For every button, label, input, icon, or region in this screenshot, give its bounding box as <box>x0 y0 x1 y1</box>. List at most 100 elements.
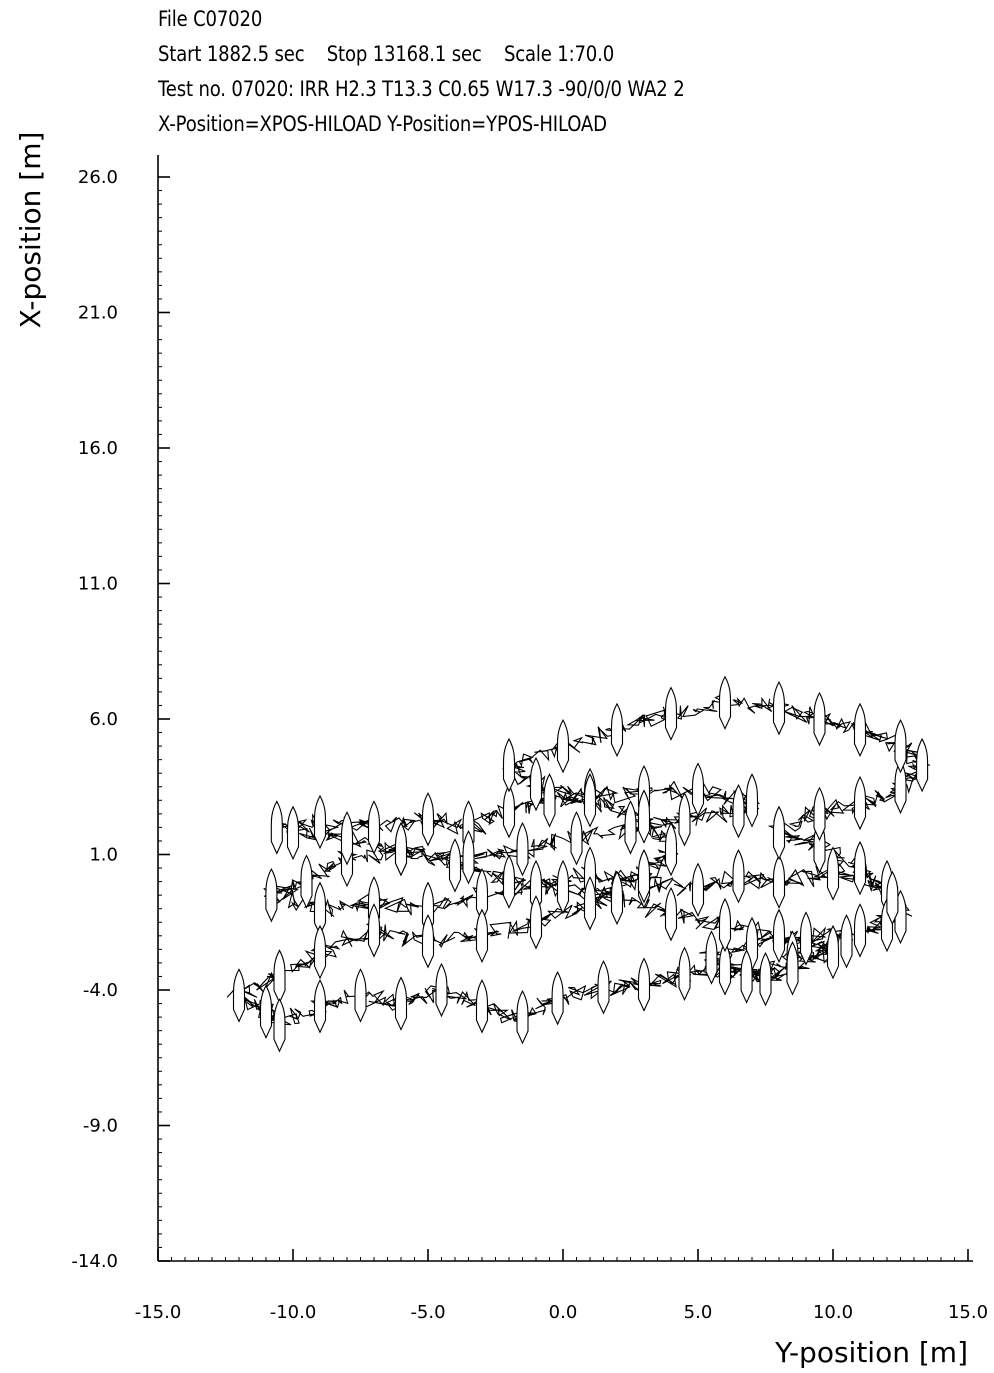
vessel-marker <box>732 849 745 904</box>
vessel-marker <box>718 675 732 731</box>
vessel-marker <box>853 840 867 896</box>
vessel-marker <box>516 989 529 1045</box>
y-tick-label: 6.0 <box>89 709 118 730</box>
vessel-marker <box>786 941 799 996</box>
trajectory-line <box>226 693 931 1032</box>
vessel-marker <box>718 941 732 996</box>
vessel-marker <box>583 773 597 828</box>
vessel-marker <box>475 908 489 964</box>
file-title: File C07020 <box>158 7 263 31</box>
vessel-marker <box>551 970 564 1026</box>
vessel-marker <box>840 914 853 969</box>
x-tick-label: 0.0 <box>549 1302 578 1323</box>
vessel-marker <box>583 876 597 931</box>
vessel-marker <box>637 789 651 844</box>
vessel-marker <box>502 783 516 839</box>
x-tick-label: 15.0 <box>948 1302 988 1323</box>
y-tick-label: -14.0 <box>71 1251 118 1272</box>
vessel-marker <box>664 886 678 942</box>
vessel-marker <box>664 686 678 741</box>
vessel-marker <box>894 759 907 815</box>
vessel-marker <box>826 924 840 980</box>
vessel-marker <box>759 952 772 1007</box>
vessel-marker <box>313 979 327 1034</box>
vessel-marker <box>826 846 840 901</box>
vessel-marker <box>270 800 283 855</box>
major-ticks: -15.0 -10.0 -5.0 0.0 5.0 10.0 15.0 -14.0 -9.0 -4.… <box>71 167 988 1323</box>
vessel-marker <box>259 984 273 1040</box>
vessel-marker <box>313 924 327 980</box>
vessel-marker <box>732 783 745 839</box>
vessel-marker <box>340 811 354 866</box>
vessel-marker <box>894 718 907 774</box>
vessel-marker <box>570 811 583 866</box>
y-tick-label: -9.0 <box>83 1116 118 1137</box>
test-info: Test no. 07020: IRR H2.3 T13.3 C0.65 W17… <box>158 77 685 101</box>
x-tick-label: 10.0 <box>813 1302 853 1323</box>
vessel-marker <box>367 800 381 855</box>
vessel-marker <box>502 737 516 793</box>
vessel-marker <box>232 968 246 1023</box>
x-tick-label: -15.0 <box>135 1302 182 1323</box>
vessel-marker <box>853 775 867 831</box>
y-tick-label: 1.0 <box>89 845 118 866</box>
x-tick-label: 5.0 <box>684 1302 713 1323</box>
vessel-marker <box>556 718 570 774</box>
vessel-marker <box>354 968 367 1023</box>
x-axis-label: Y-position [m] <box>774 1336 968 1369</box>
vessel-marker <box>286 805 300 861</box>
vessel-marker <box>435 962 448 1018</box>
y-tick-label: 21.0 <box>78 303 118 324</box>
vessel-marker <box>624 800 637 855</box>
vessel-marker <box>772 681 786 736</box>
vessel-marker <box>475 979 489 1034</box>
vessel-marker <box>886 870 899 926</box>
vessel-marker <box>394 821 408 877</box>
vessel-marker <box>691 862 705 918</box>
vessel-marker <box>705 930 718 985</box>
vessel-marker <box>448 838 462 893</box>
y-axis-label: X-position [m] <box>14 132 47 329</box>
vessel-marker <box>273 949 286 1004</box>
chart-header: File C07020 Start 1882.5 sec Stop 13168.… <box>158 2 770 142</box>
y-tick-label: -4.0 <box>83 980 118 1001</box>
y-tick-label: 16.0 <box>78 438 118 459</box>
vessel-marker <box>502 854 516 909</box>
vessel-marker <box>610 702 624 758</box>
vessel-marker <box>799 911 813 966</box>
vessel-marker <box>813 786 826 842</box>
y-tick-label: 11.0 <box>78 574 118 595</box>
vessel-marker <box>745 773 759 828</box>
vessel-marker <box>610 870 624 926</box>
y-tick-label: 26.0 <box>78 167 118 188</box>
vessel-marker <box>529 756 543 812</box>
vessel-marker <box>394 976 408 1031</box>
vessel-marker <box>273 998 286 1053</box>
vessel-marker <box>772 908 786 964</box>
vessel-marker <box>772 805 786 861</box>
vessel-marker <box>691 762 705 817</box>
vessel-marker <box>637 849 651 904</box>
vessel-marker <box>556 859 570 915</box>
vessel-marker <box>740 949 753 1004</box>
vessel-marker <box>853 702 867 758</box>
vessel-marker <box>772 854 786 909</box>
position-info: X-Position=XPOS-HILOAD Y-Position=YPOS-H… <box>158 112 607 136</box>
vessel-marker <box>421 792 435 847</box>
vessel-marker <box>637 957 651 1012</box>
vessel-marker <box>543 773 556 828</box>
vessel-marker <box>916 737 929 793</box>
vessel-marker <box>265 868 278 923</box>
plot-area <box>226 675 931 1053</box>
vessel-marker <box>462 830 475 885</box>
vessel-marker <box>718 897 732 953</box>
vessel-marker <box>421 914 435 969</box>
vessel-marker <box>529 895 543 950</box>
vessel-marker <box>813 691 826 747</box>
x-tick-label: -10.0 <box>270 1302 317 1323</box>
vessel-marker <box>597 960 610 1015</box>
vessel-marker <box>678 946 691 1002</box>
vessel-marker <box>313 794 327 850</box>
x-tick-label: -5.0 <box>410 1302 445 1323</box>
